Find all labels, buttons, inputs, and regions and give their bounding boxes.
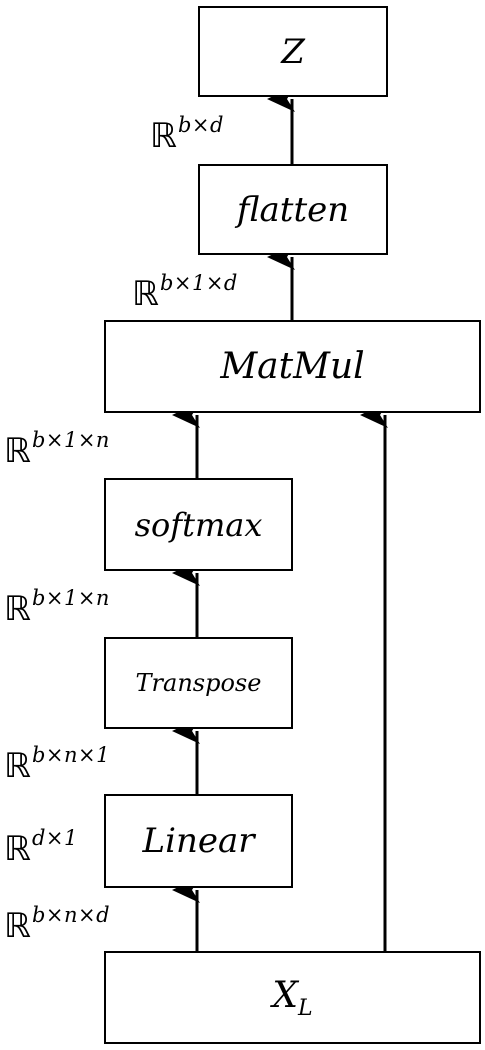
shape-z-dims: b×d [177,113,224,137]
shape-label-linear-weight: ℝd×1 [4,826,78,869]
real-symbol: ℝ [4,829,31,869]
shape-label-softmax-input: ℝb×1×n [4,586,110,629]
shape-linear-weight-dims: d×1 [31,826,78,850]
shape-transpose-dims: b×n×1 [31,743,110,767]
real-symbol: ℝ [4,431,31,471]
node-softmax-label: softmax [134,505,263,544]
real-symbol: ℝ [132,274,159,314]
node-matmul: MatMul [104,320,481,413]
node-linear-label: Linear [142,821,255,861]
node-x-l-label: XL [272,975,312,1021]
shape-input-dims: b×n×d [31,903,111,927]
node-x-l-subscript: L [298,995,313,1021]
real-symbol: ℝ [150,116,177,156]
shape-label-transpose-input: ℝb×n×1 [4,743,110,786]
node-flatten: flatten [198,164,388,255]
node-x-l: XL [104,951,481,1044]
shape-softmax-dims: b×1×n [31,586,110,610]
shape-label-z-input: ℝb×d [150,113,224,156]
node-softmax: softmax [104,478,293,571]
node-z: Z [198,6,388,97]
node-matmul-label: MatMul [220,346,365,387]
shape-label-matmul-input: ℝb×1×n [4,428,110,471]
shape-label-input: ℝb×n×d [4,903,111,946]
shape-flatten-dims: b×1×d [159,271,238,295]
real-symbol: ℝ [4,906,31,946]
real-symbol: ℝ [4,589,31,629]
node-linear: Linear [104,794,293,888]
node-transpose-label: Transpose [135,669,262,697]
node-z-label: Z [281,31,305,72]
node-x-l-base: X [272,974,299,1016]
node-flatten-label: flatten [236,189,350,230]
node-transpose: Transpose [104,637,293,729]
shape-matmul-dims: b×1×n [31,428,110,452]
real-symbol: ℝ [4,746,31,786]
shape-label-flatten-input: ℝb×1×d [132,271,238,314]
